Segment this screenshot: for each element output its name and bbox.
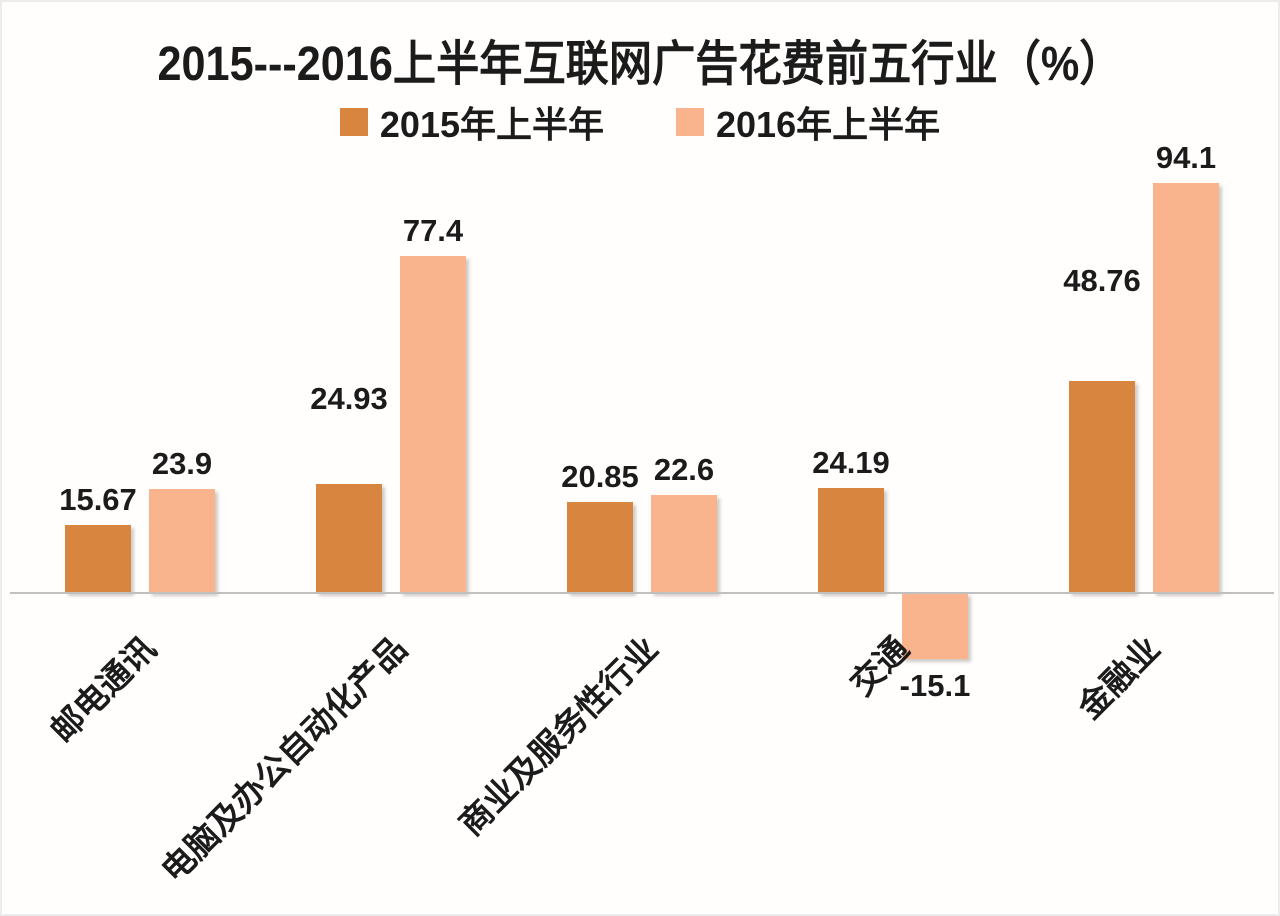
value-label-series1-cat0: 23.9 [151,445,213,481]
legend-item-2016h1: 2016年上半年 [676,96,940,148]
bar-series0-cat1 [316,484,382,593]
value-label-series0-cat2: 20.85 [561,459,639,495]
bar-series1-cat4 [1153,183,1219,593]
chart-title: 2015---2016上半年互联网广告花费前五行业（%） [157,38,1123,91]
value-label-series1-cat1: 77.4 [402,212,464,248]
bar-series0-cat0 [65,524,131,593]
category-label-0: 邮电通讯 [43,629,163,750]
x-axis-line [10,592,1274,594]
bar-series1-cat1 [400,255,466,593]
value-label-series1-cat2: 22.6 [653,451,715,487]
value-label-series0-cat3: 24.19 [812,444,890,480]
bar-series1-cat3 [902,593,968,659]
bar-series0-cat4 [1069,380,1135,593]
legend: 2015年上半年 2016年上半年 [2,96,1278,148]
bar-series0-cat3 [818,487,884,593]
bar-series1-cat0 [149,488,215,593]
legend-item-2015h1: 2015年上半年 [339,96,604,148]
legend-label-2015h1: 2015年上半年 [379,104,604,145]
value-label-series0-cat4: 48.76 [1063,262,1141,298]
category-label-1: 电脑及办公自动化产品 [154,629,414,890]
value-label-series1-cat4: 94.1 [1155,140,1217,176]
category-label-4: 金融业 [1070,629,1167,726]
bar-series0-cat2 [567,502,633,593]
value-label-series0-cat1: 24.93 [310,381,388,417]
value-label-series0-cat0: 15.67 [59,481,137,517]
legend-swatch-2016h1-icon [676,108,704,136]
legend-swatch-2015h1-icon [339,108,368,136]
category-label-2: 商业及服务性行业 [451,629,665,843]
value-label-series1-cat3: -15.1 [899,667,971,703]
legend-label-2016h1: 2016年上半年 [716,104,941,145]
bar-series1-cat2 [651,494,717,593]
